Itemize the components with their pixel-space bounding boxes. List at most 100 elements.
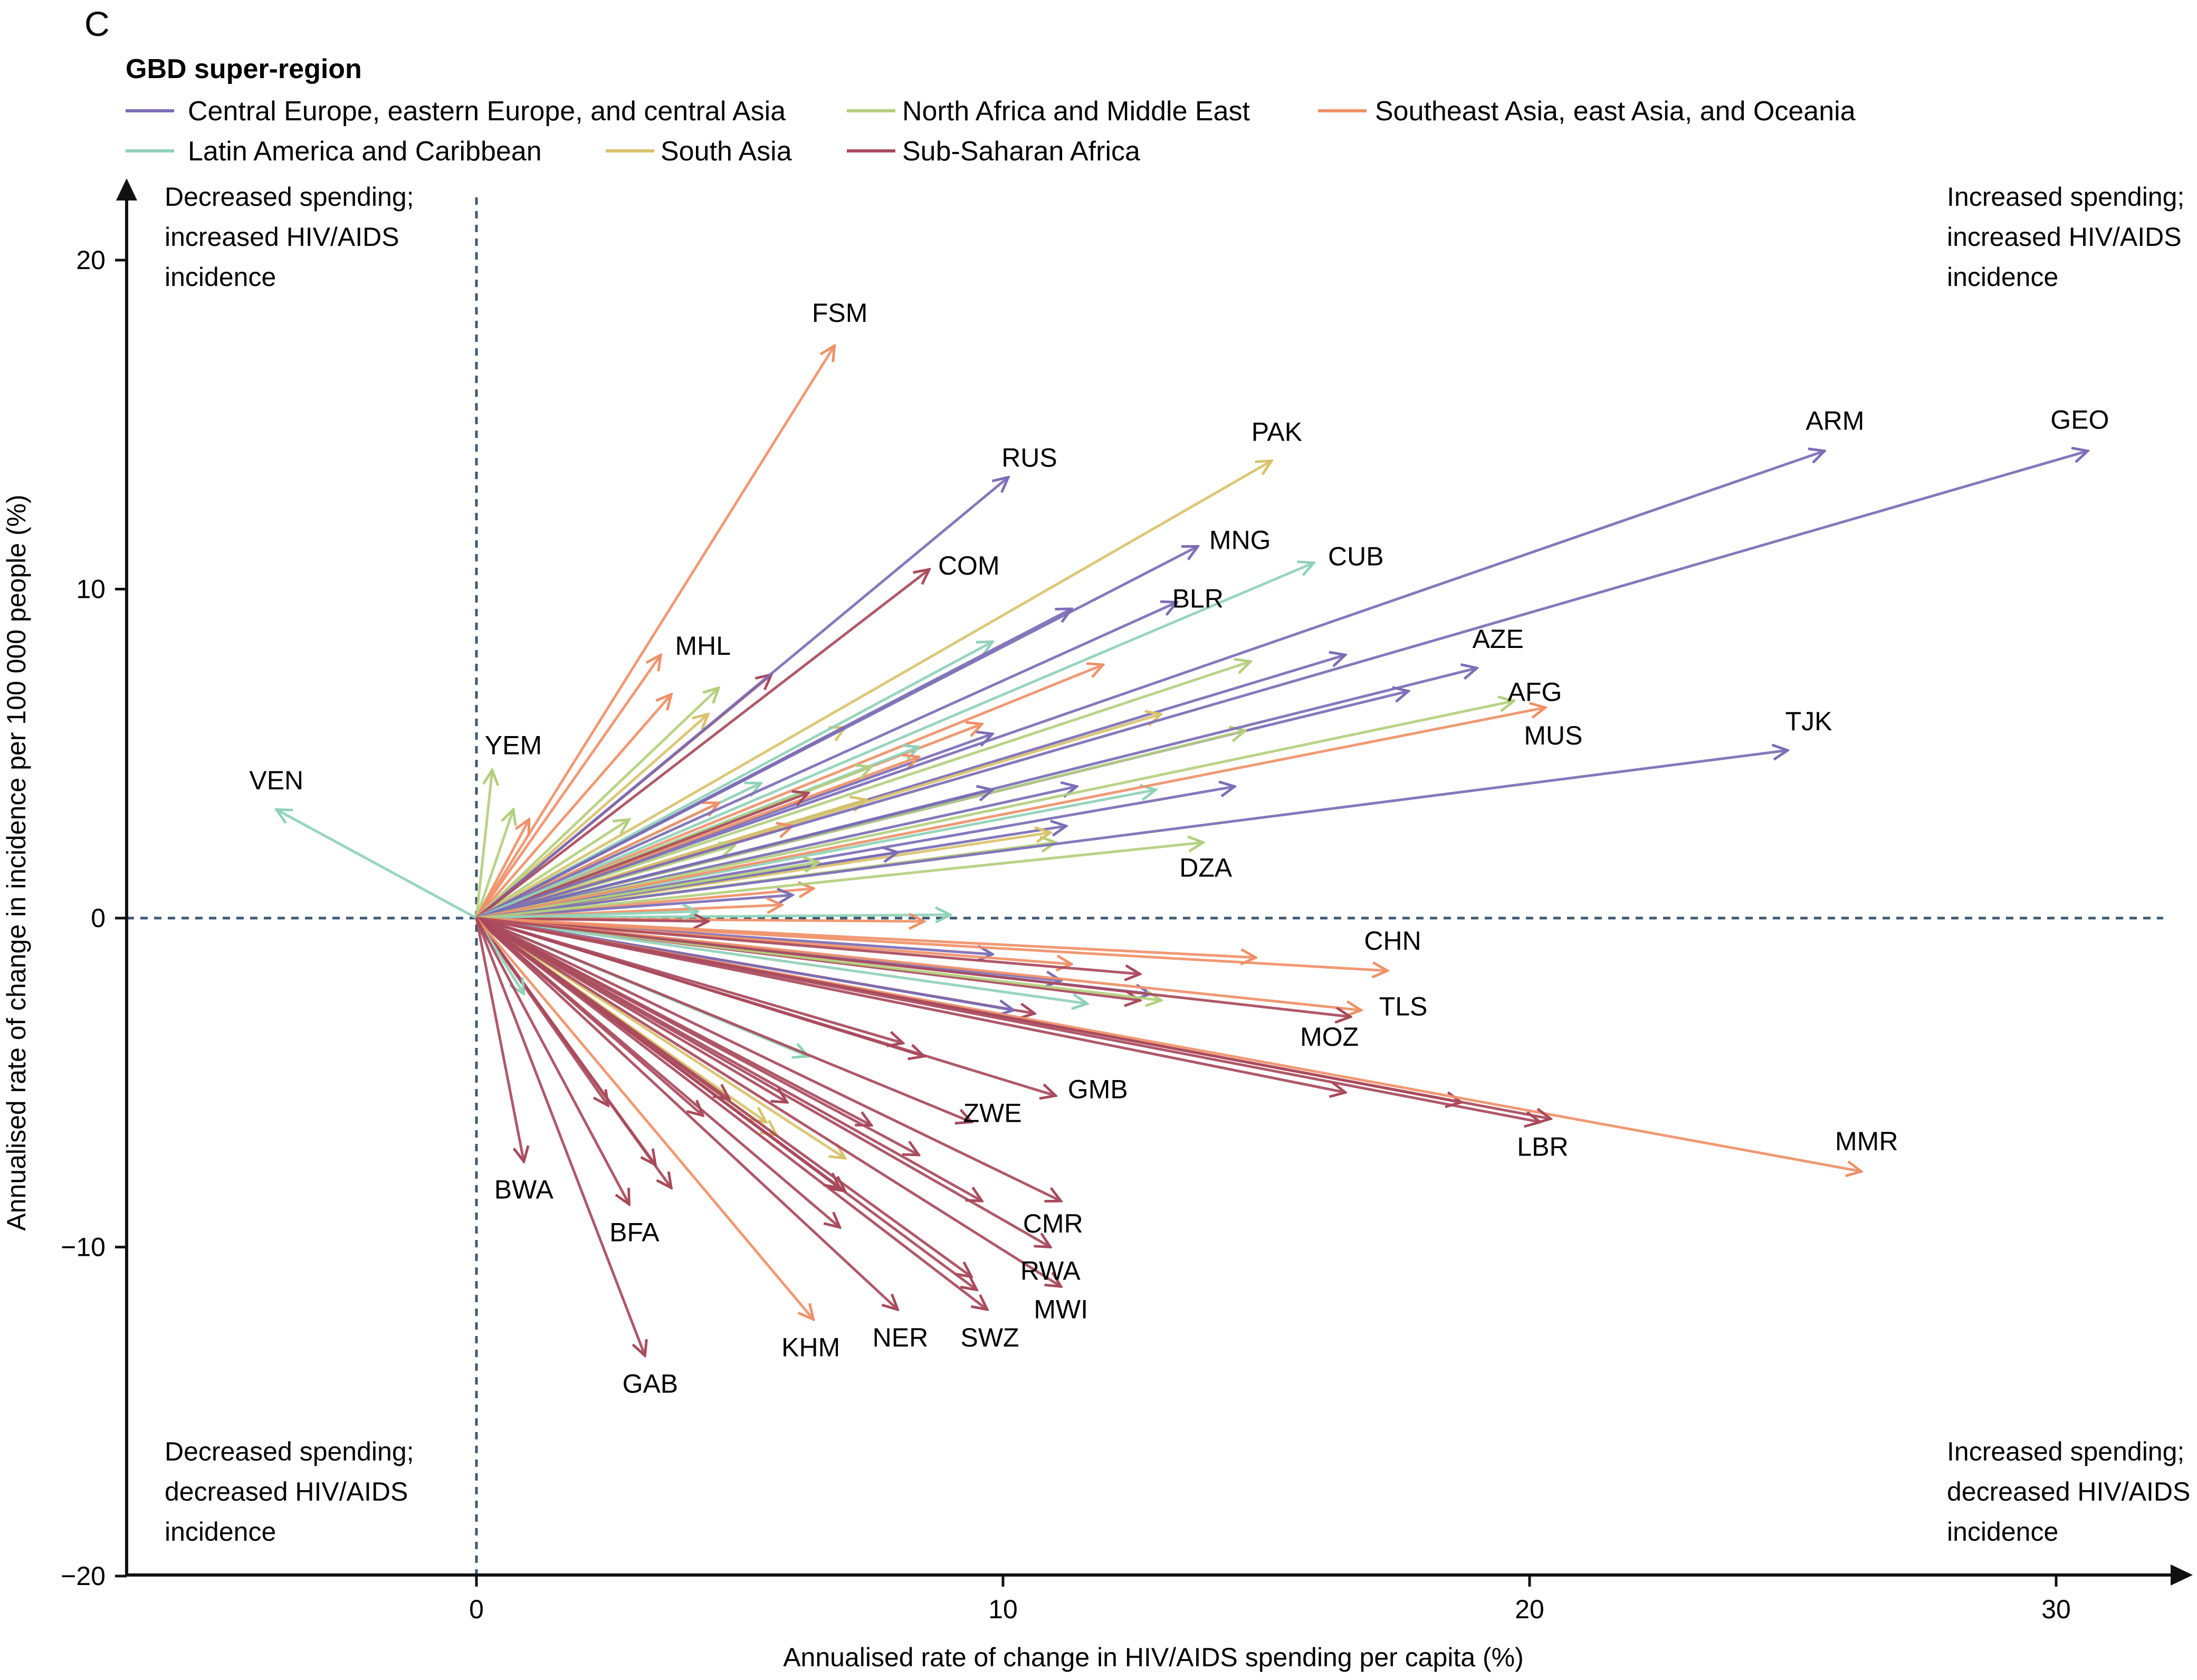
- point-label-khm: KHM: [781, 1333, 840, 1362]
- vector-arrow-aze: [476, 668, 1477, 920]
- panel-label: C: [84, 4, 110, 43]
- point-label-ner: NER: [873, 1323, 929, 1352]
- point-label-moz: MOZ: [1300, 1022, 1359, 1052]
- point-label-chn: CHN: [1364, 926, 1421, 956]
- vector-arrow-chn: [476, 917, 1388, 971]
- vector-arrow-geo: [476, 451, 2088, 920]
- y-axis-title: Annualised rate of change in incidence p…: [2, 494, 31, 1230]
- vector-arrow-42: [476, 912, 698, 918]
- vector-arrow-71: [475, 917, 703, 1115]
- legend: GBD super-region Central Europe, eastern…: [126, 54, 1856, 167]
- x-tick-label-0: 0: [469, 1595, 484, 1624]
- vector-arrow-rus: [475, 478, 1008, 919]
- vector-arrow-lbr: [476, 917, 1551, 1119]
- vector-arrow-mwi: [475, 917, 1061, 1286]
- point-label-mhl: MHL: [675, 631, 731, 661]
- legend-title: GBD super-region: [126, 54, 362, 84]
- vector-arrow-74: [475, 917, 608, 1105]
- point-label-tjk: TJK: [1785, 707, 1832, 736]
- vector-arrow-37: [476, 895, 792, 920]
- vector-arrow-dza: [476, 843, 1203, 920]
- quadrant-top-left-line-3: incidence: [165, 262, 276, 292]
- point-label-yem: YEM: [485, 730, 542, 760]
- vector-arrow-ner: [475, 917, 897, 1310]
- y-axis-arrowhead: [116, 178, 137, 201]
- quadrant-bottom-right-line-1: Increased spending;: [1947, 1437, 2184, 1466]
- vector-arrow-com: [475, 569, 929, 919]
- vector-arrow-cmr: [475, 917, 1061, 1201]
- point-label-rwa: RWA: [1020, 1256, 1081, 1286]
- point-label-bfa: BFA: [609, 1217, 660, 1247]
- quadrant-bottom-right-line-2: decreased HIV/AIDS: [1947, 1477, 2190, 1506]
- point-label-gab: GAB: [623, 1369, 679, 1398]
- point-label-blr: BLR: [1172, 584, 1224, 613]
- legend-item-1: North Africa and Middle East: [902, 96, 1250, 127]
- legend-item-5: Sub-Saharan Africa: [902, 136, 1140, 167]
- point-label-swz: SWZ: [961, 1323, 1019, 1352]
- quadrant-bottom-left-line-1: Decreased spending;: [165, 1437, 414, 1466]
- quadrant-bottom-left-line-3: incidence: [165, 1517, 276, 1547]
- vector-arrow-moz: [476, 917, 1351, 1017]
- point-label-mng: MNG: [1209, 525, 1271, 555]
- quadrant-bottom-left: Decreased spending; decreased HIV/AIDS i…: [165, 1437, 414, 1547]
- point-label-afg: AFG: [1508, 677, 1562, 707]
- vector-arrow-yem: [475, 770, 492, 919]
- vector-arrow-41: [476, 918, 708, 921]
- point-label-com: COM: [938, 551, 1000, 580]
- quadrant-bottom-left-line-2: decreased HIV/AIDS: [165, 1477, 408, 1506]
- quadrant-top-left: Decreased spending; increased HIV/AIDS i…: [165, 182, 414, 292]
- vector-arrow-3: [475, 694, 671, 919]
- vector-arrow-64: [475, 917, 919, 1155]
- vector-arrow-rwa: [475, 917, 1050, 1247]
- legend-item-3: Latin America and Caribbean: [188, 136, 542, 167]
- vector-arrow-70: [475, 917, 977, 1290]
- point-label-cmr: CMR: [1023, 1209, 1083, 1238]
- quadrant-top-right: Increased spending; increased HIV/AIDS i…: [1947, 182, 2184, 292]
- y-tick-label-0: 0: [91, 903, 106, 933]
- point-label-mmr: MMR: [1835, 1127, 1898, 1156]
- vector-arrow-33: [476, 862, 819, 920]
- point-label-geo: GEO: [2050, 405, 2109, 435]
- y-tick-label-10: 10: [76, 575, 106, 604]
- y-tick-label--20: −20: [61, 1561, 106, 1591]
- x-tick-label-20: 20: [1515, 1595, 1544, 1624]
- vector-arrow-10: [476, 665, 1103, 920]
- tick-layer: 0 10 20 30 −20 −10 0 10 20: [61, 245, 2071, 1624]
- quadrant-top-left-line-2: increased HIV/AIDS: [165, 222, 399, 252]
- vector-arrow-11: [476, 662, 1250, 920]
- vector-arrow-mhl: [475, 655, 661, 919]
- vector-arrow-bfa: [475, 917, 629, 1204]
- vector-arrow-blr: [475, 602, 1177, 920]
- quadrant-top-right-line-1: Increased spending;: [1947, 182, 2184, 212]
- vector-arrow-arm: [476, 451, 1825, 920]
- vector-arrow-swz: [475, 917, 987, 1310]
- vector-arrow-mus: [476, 708, 1545, 920]
- vector-layer: [276, 346, 2088, 1356]
- vector-arrow-2: [475, 819, 629, 920]
- vector-arrow-zwe: [476, 917, 971, 1122]
- point-label-cub: CUB: [1328, 542, 1384, 571]
- y-tick-label-20: 20: [76, 245, 106, 275]
- vector-arrow-0: [475, 809, 513, 919]
- vector-arrow-fsm: [475, 346, 835, 919]
- point-label-zwe: ZWE: [963, 1099, 1022, 1128]
- point-label-mwi: MWI: [1034, 1294, 1088, 1324]
- vector-arrow-cub: [476, 563, 1314, 920]
- quadrant-top-right-line-2: increased HIV/AIDS: [1947, 222, 2182, 252]
- vector-arrow-46: [476, 917, 1140, 974]
- x-axis-arrowhead: [2171, 1564, 2193, 1586]
- point-label-rus: RUS: [1001, 443, 1057, 473]
- point-label-bwa: BWA: [494, 1175, 554, 1204]
- vector-arrow-afg: [476, 701, 1514, 920]
- quadrant-bottom-right-line-3: incidence: [1947, 1517, 2058, 1547]
- legend-item-0: Central Europe, eastern Europe, and cent…: [188, 96, 786, 127]
- vector-arrow-ven: [276, 809, 477, 920]
- vector-arrow-5: [475, 714, 708, 919]
- vector-arrow-mng: [475, 546, 1198, 920]
- vector-arrow-75: [475, 917, 729, 1099]
- point-label-mus: MUS: [1524, 721, 1582, 750]
- point-label-fsm: FSM: [812, 298, 868, 328]
- point-label-pak: PAK: [1252, 417, 1302, 446]
- vector-arrow-gab: [475, 918, 645, 1356]
- vector-arrow-23: [476, 793, 808, 920]
